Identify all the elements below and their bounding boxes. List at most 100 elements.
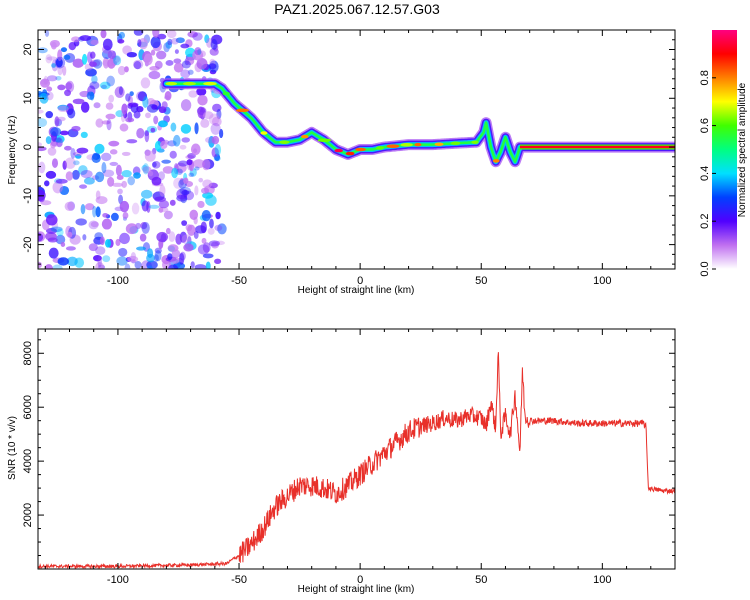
noise-blob bbox=[175, 37, 185, 44]
noise-blob bbox=[136, 127, 145, 139]
noise-blob bbox=[164, 90, 172, 101]
noise-blob bbox=[57, 49, 63, 62]
noise-blob bbox=[141, 200, 149, 212]
ridge-peak bbox=[400, 143, 413, 147]
noise-blob bbox=[200, 187, 210, 194]
noise-blob bbox=[39, 78, 51, 88]
x-tick-label: -100 bbox=[107, 574, 129, 586]
y-tick-label: 6000 bbox=[22, 395, 34, 419]
noise-blob bbox=[64, 201, 74, 211]
noise-blob bbox=[169, 150, 177, 159]
noise-blob bbox=[204, 34, 210, 44]
noise-blob bbox=[119, 200, 130, 213]
spectrogram-x-ticks: -100 -50 0 50 100 bbox=[44, 30, 676, 287]
noise-blob bbox=[63, 54, 71, 60]
noise-blob bbox=[52, 181, 63, 194]
noise-blob bbox=[70, 147, 76, 159]
noise-blob bbox=[45, 214, 58, 226]
noise-blob bbox=[109, 161, 119, 166]
noise-blob bbox=[200, 118, 210, 128]
noise-blob bbox=[194, 47, 202, 56]
noise-blob bbox=[134, 261, 142, 269]
x-tick-label: -50 bbox=[231, 275, 247, 287]
noise-blob bbox=[74, 154, 82, 159]
noise-blob bbox=[210, 39, 218, 50]
noise-blob bbox=[104, 238, 112, 248]
noise-blob bbox=[190, 261, 195, 269]
noise-blob bbox=[102, 169, 115, 178]
noise-blob bbox=[115, 164, 122, 177]
noise-blob bbox=[159, 140, 168, 149]
noise-blob bbox=[161, 159, 171, 164]
noise-blob bbox=[109, 149, 118, 155]
noise-blob bbox=[154, 247, 162, 254]
noise-blob bbox=[180, 69, 191, 79]
noise-blob bbox=[88, 243, 98, 252]
noise-blob bbox=[45, 54, 53, 64]
noise-blob bbox=[121, 180, 128, 188]
noise-blob bbox=[137, 39, 142, 48]
noise-blob bbox=[214, 258, 222, 265]
noise-blob bbox=[124, 263, 131, 269]
noise-blob bbox=[202, 242, 211, 253]
noise-blob bbox=[142, 163, 149, 175]
noise-blob bbox=[153, 115, 159, 125]
noise-blob bbox=[73, 160, 80, 166]
spectrogram-x-label: Height of straight line (km) bbox=[298, 285, 415, 296]
noise-blob bbox=[51, 158, 59, 168]
noise-blob bbox=[209, 218, 214, 229]
noise-blob bbox=[95, 246, 106, 255]
noise-blob bbox=[171, 167, 178, 179]
noise-blob bbox=[146, 260, 158, 269]
noise-blob bbox=[163, 210, 173, 220]
noise-blob bbox=[117, 39, 125, 44]
ridge-peak bbox=[165, 81, 178, 86]
noise-blob bbox=[67, 108, 76, 119]
colorbar: 0.0 0.2 0.4 0.6 0.8 Normalized spectral ampl… bbox=[699, 30, 748, 277]
noise-blob bbox=[150, 36, 161, 49]
noise-blob bbox=[214, 224, 223, 232]
noise-blob bbox=[102, 38, 113, 51]
noise-blob bbox=[214, 240, 225, 246]
noise-blob bbox=[71, 36, 81, 43]
noise-blob bbox=[188, 172, 195, 177]
spectrogram-y-label: Frequency (Hz) bbox=[7, 116, 18, 185]
noise-blob bbox=[128, 102, 139, 108]
ridge-peak bbox=[183, 81, 196, 86]
noise-blob bbox=[162, 166, 174, 174]
noise-blob bbox=[156, 50, 167, 60]
noise-blob bbox=[197, 94, 208, 106]
noise-blob bbox=[181, 220, 188, 226]
noise-blob bbox=[57, 257, 70, 266]
noise-blob bbox=[75, 218, 87, 226]
noise-blob bbox=[165, 227, 171, 235]
noise-blob bbox=[152, 161, 157, 168]
noise-blob bbox=[193, 231, 199, 239]
noise-blob bbox=[72, 58, 84, 68]
noise-blob bbox=[89, 61, 97, 67]
noise-blob bbox=[180, 99, 192, 112]
noise-blob bbox=[82, 234, 87, 241]
noise-blob bbox=[214, 144, 222, 156]
noise-blob bbox=[169, 199, 176, 206]
noise-blob bbox=[65, 82, 73, 90]
noise-blob bbox=[151, 161, 161, 169]
noise-blob bbox=[201, 210, 211, 222]
noise-blob bbox=[154, 250, 162, 262]
ridge-peak bbox=[236, 108, 249, 113]
y-tick-label: 20 bbox=[22, 43, 34, 55]
noise-blob bbox=[125, 93, 131, 102]
noise-blob bbox=[46, 56, 58, 61]
noise-blob bbox=[170, 122, 177, 132]
colorbar-gradient bbox=[712, 30, 737, 269]
noise-blob bbox=[150, 127, 156, 133]
noise-blob bbox=[133, 61, 142, 70]
snr-background bbox=[38, 329, 675, 569]
noise-blob bbox=[54, 56, 66, 69]
noise-blob bbox=[187, 224, 196, 236]
noise-blob bbox=[66, 256, 78, 267]
y-tick-label: 8000 bbox=[22, 341, 34, 365]
noise-blob bbox=[140, 77, 151, 89]
ridge-peak bbox=[334, 148, 343, 153]
noise-blob bbox=[44, 264, 53, 269]
